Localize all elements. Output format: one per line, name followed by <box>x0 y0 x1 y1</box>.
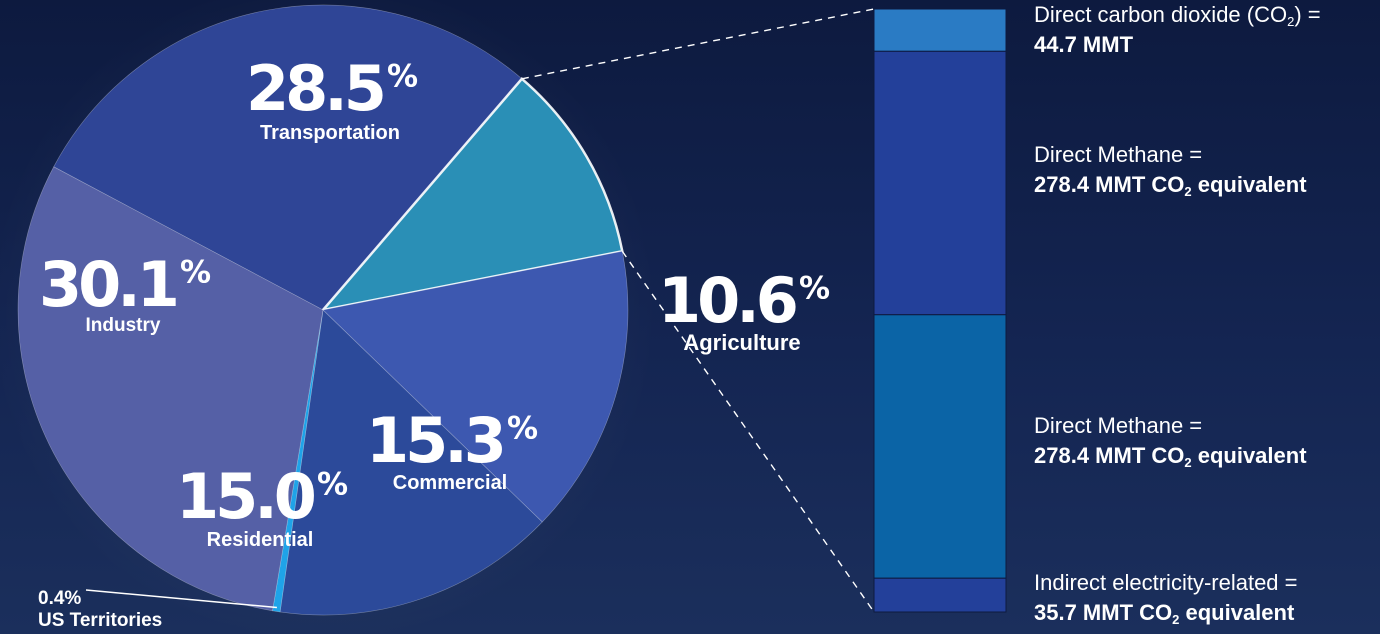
us-territories-label: 0.4% US Territories <box>38 588 162 632</box>
pie-label-transportation: Transportation <box>260 122 400 144</box>
bar-legend-item-4: Indirect electricity-related = 35.7 MMT C… <box>1034 568 1298 628</box>
pie-label-industry: Industry <box>86 315 161 336</box>
bar-legend-label: Direct carbon dioxide (CO2) = <box>1034 2 1321 29</box>
pie-slice-agriculture <box>319 77 624 312</box>
bar-legend-value: 278.4 MMT CO2 equivalent <box>1034 443 1307 470</box>
pie-slice-commercial <box>322 250 629 523</box>
bar-segment-1 <box>873 8 1007 52</box>
connector-top <box>521 8 875 80</box>
pie-slice-transportation <box>53 4 523 311</box>
pie-label-residential: Residential <box>207 529 314 551</box>
pie-chart <box>0 0 658 634</box>
bar-legend-item-1: Direct carbon dioxide (CO2) = 44.7 MMT <box>1034 0 1321 60</box>
us-territories-name: US Territories <box>38 610 163 631</box>
bar-legend-label: Indirect electricity-related = <box>1034 570 1298 595</box>
pie-value-agriculture: 10.6% <box>658 264 830 337</box>
pie-label-commercial: Commercial <box>393 472 508 494</box>
stacked-bar <box>873 8 1007 613</box>
bar-segment-4 <box>873 577 1007 613</box>
bar-legend-label: Direct Methane = <box>1034 413 1203 438</box>
pie-label-agriculture: Agriculture <box>683 330 800 355</box>
connector-bottom <box>621 250 875 613</box>
breakdown-connectors <box>521 8 875 613</box>
us-territories-value: 0.4% <box>38 588 82 609</box>
bar-legend-item-3: Direct Methane = 278.4 MMT CO2 equivalent <box>1034 411 1307 471</box>
us-territories-leader-line <box>85 589 277 609</box>
bar-legend-value: 278.4 MMT CO2 equivalent <box>1034 172 1307 199</box>
bar-legend-label: Direct Methane = <box>1034 142 1203 167</box>
bar-segment-3 <box>873 314 1007 579</box>
bar-legend-value: 44.7 MMT <box>1034 32 1134 57</box>
bar-segment-2 <box>873 50 1007 316</box>
bar-legend-value: 35.7 MMT CO2 equivalent <box>1034 600 1295 627</box>
pie-slice-us-territories <box>272 309 324 613</box>
pie-slice-residential <box>279 309 543 616</box>
bar-legend-item-2: Direct Methane = 278.4 MMT CO2 equivalent <box>1034 140 1307 200</box>
pie-slice-industry <box>17 166 324 612</box>
